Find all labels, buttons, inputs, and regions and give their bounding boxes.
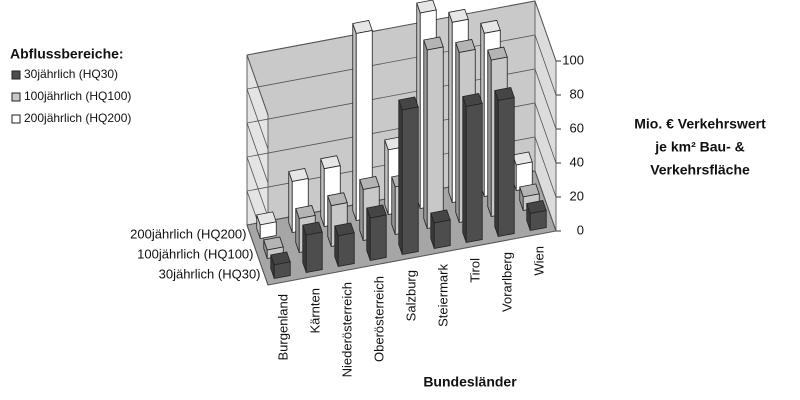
bar [366, 204, 387, 261]
bar [526, 200, 547, 231]
bar [352, 20, 373, 221]
y-axis-title: Verkehrsfläche [650, 162, 750, 178]
legend-title: Abflussbereiche: [10, 46, 124, 62]
bar-front [433, 219, 451, 249]
legend-label: 200jährlich (HQ200) [24, 111, 131, 125]
x-tick-label: Oberösterreich [371, 276, 386, 362]
bar [430, 209, 451, 249]
y-tick-label: 20 [570, 188, 584, 203]
x-tick-label: Burgenland [275, 294, 290, 361]
grid-line [246, 102, 557, 218]
bar-front [273, 261, 291, 279]
x-tick-label: Steiermark [435, 264, 450, 327]
grid-line [246, 0, 557, 116]
legend-label: 30jährlich (HQ30) [24, 67, 118, 81]
bar [462, 93, 483, 243]
bar-front [305, 231, 323, 273]
bar [256, 211, 277, 239]
bar-front [465, 103, 483, 243]
x-tick-label: Wien [531, 246, 546, 276]
bar-side [352, 23, 357, 221]
y-tick-label: 60 [570, 120, 584, 135]
legend-swatch [11, 114, 21, 124]
bar-front [497, 97, 515, 237]
legend-swatch [11, 70, 21, 80]
x-tick-label: Niederösterreich [339, 282, 354, 377]
depth-label: 100jährlich (HQ100) [137, 246, 253, 261]
bar-front [529, 210, 547, 231]
y-tick-label: 100 [562, 52, 584, 67]
legend-swatch [11, 92, 21, 102]
bar-front [369, 214, 387, 261]
y-tick-label: 0 [577, 222, 584, 237]
bar-side [462, 96, 467, 243]
bar [398, 96, 419, 255]
bar [423, 36, 444, 229]
bar-front [426, 46, 444, 229]
y-tick-label: 80 [570, 86, 584, 101]
x-tick-label: Salzburg [403, 270, 418, 321]
bar-side [398, 99, 403, 255]
grid-line [246, 34, 557, 150]
bar-side [320, 158, 325, 227]
bar-side [423, 39, 428, 229]
bar [334, 222, 355, 267]
legend-label: 100jährlich (HQ100) [24, 89, 131, 103]
x-tick-label: Kärnten [307, 288, 322, 334]
bar-front [259, 221, 277, 239]
x-tick-label: Tirol [467, 258, 482, 283]
bar [494, 87, 515, 237]
y-axis-title: je km² Bau- & [654, 139, 744, 155]
grid-line [246, 68, 557, 184]
bar-front [337, 232, 355, 267]
y-axis-title: Mio. € Verkehrswert [634, 116, 766, 132]
bar [302, 221, 323, 273]
y-tick-label: 40 [570, 154, 584, 169]
bar [270, 251, 291, 279]
bar-front [401, 106, 419, 255]
depth-label: 30jährlich (HQ30) [159, 266, 261, 281]
bar-side [448, 12, 453, 203]
x-tick-label: Vorarlberg [499, 252, 514, 312]
depth-label: 200jährlich (HQ200) [130, 226, 246, 241]
bar-side [455, 42, 460, 223]
bar-side [487, 49, 492, 217]
bar-side [494, 90, 499, 237]
x-axis-title: Bundesländer [423, 374, 517, 390]
bar-side [384, 139, 389, 215]
